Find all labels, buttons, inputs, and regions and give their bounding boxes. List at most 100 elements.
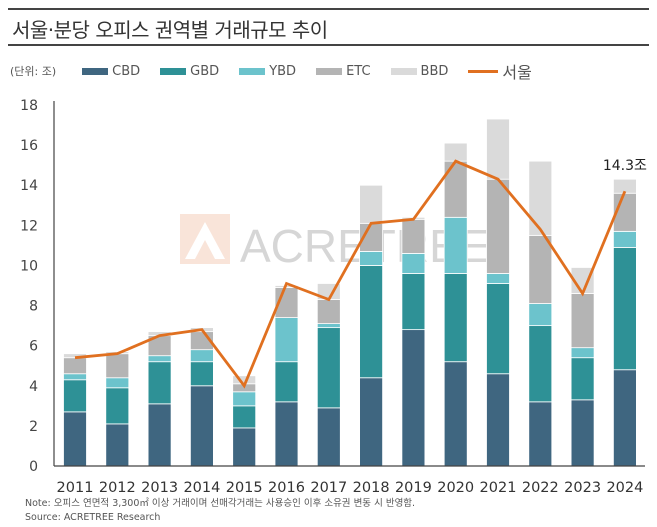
bar-gbd-2016 bbox=[274, 361, 299, 403]
x-tick-label: 2017 bbox=[310, 480, 347, 496]
bar-gbd-2018 bbox=[359, 265, 384, 379]
legend-line-swatch bbox=[468, 69, 499, 73]
x-tick-label: 2014 bbox=[183, 480, 220, 496]
x-tick-label: 2021 bbox=[480, 480, 517, 496]
bar-ybd-2011 bbox=[63, 373, 87, 381]
legend-item-gbd: GBD bbox=[160, 64, 219, 79]
footnotes: Note: 오피스 연면적 3,300㎡ 이상 거래이며 선매각거래는 사용승인… bbox=[25, 497, 415, 525]
watermark-logo-mark bbox=[185, 222, 225, 259]
legend-swatch bbox=[390, 67, 417, 75]
legend-item-etc: ETC bbox=[316, 63, 371, 79]
bar-cbd-2011 bbox=[63, 411, 87, 467]
x-tick-label: 2022 bbox=[522, 480, 559, 496]
bar-etc-2019 bbox=[401, 218, 426, 254]
bar-etc-2023 bbox=[570, 293, 595, 349]
legend-label: YBD bbox=[269, 63, 297, 79]
bar-ybd-2024 bbox=[613, 230, 637, 248]
bar-etc-2012 bbox=[105, 353, 130, 379]
bar-bbd-2021 bbox=[486, 118, 510, 180]
bar-ybd-2012 bbox=[105, 377, 130, 389]
legend-label: ETC bbox=[346, 63, 371, 79]
bar-ybd-2017 bbox=[316, 323, 341, 329]
x-tick-label: 2018 bbox=[353, 480, 390, 496]
bar-cbd-2014 bbox=[189, 385, 214, 467]
y-tick-label: 18 bbox=[20, 98, 38, 114]
legend-label: BBD bbox=[420, 63, 449, 79]
bar-cbd-2022 bbox=[528, 401, 553, 467]
bar-gbd-2017 bbox=[316, 327, 341, 409]
bar-bbd-2024 bbox=[613, 178, 637, 194]
bar-ybd-2020 bbox=[443, 216, 468, 274]
unit-label: (단위: 조) bbox=[10, 65, 57, 78]
bar-gbd-2015 bbox=[232, 405, 257, 429]
x-tick-label: 2011 bbox=[57, 480, 94, 496]
x-tick-label: 2024 bbox=[606, 480, 643, 496]
title-bottom-rule bbox=[8, 44, 649, 46]
bar-cbd-2015 bbox=[232, 427, 257, 467]
bar-gbd-2011 bbox=[63, 379, 87, 413]
note-text: Note: 오피스 연면적 3,300㎡ 이상 거래이며 선매각거래는 사용승인… bbox=[25, 498, 416, 509]
bar-bbd-2022 bbox=[528, 160, 553, 236]
x-tick-label: 2023 bbox=[564, 480, 601, 496]
bar-cbd-2019 bbox=[401, 329, 426, 467]
bar-ybd-2015 bbox=[232, 391, 257, 407]
bar-cbd-2017 bbox=[316, 407, 341, 467]
legend-swatch bbox=[82, 67, 109, 75]
source-text: Source: ACRETREE Research bbox=[25, 512, 161, 523]
bar-gbd-2019 bbox=[401, 273, 426, 331]
bar-ybd-2016 bbox=[274, 317, 299, 363]
bar-gbd-2012 bbox=[105, 387, 130, 425]
legend-swatch bbox=[316, 67, 343, 75]
y-tick-label: 4 bbox=[29, 379, 38, 395]
chart-title: 서울·분당 오피스 권역별 거래규모 추이 bbox=[12, 18, 328, 42]
annotation-2024-total: 14.3조 bbox=[603, 158, 647, 174]
bar-gbd-2021 bbox=[486, 283, 510, 375]
y-tick-label: 6 bbox=[29, 339, 38, 355]
legend-item-cbd: CBD bbox=[82, 64, 140, 79]
bar-bbd-2020 bbox=[443, 142, 468, 162]
legend-label: CBD bbox=[112, 63, 141, 79]
y-tick-label: 0 bbox=[29, 459, 38, 475]
legend: (단위: 조) CBD GBD YBD ETC BBD 서울 bbox=[10, 60, 552, 82]
x-tick-label: 2013 bbox=[141, 480, 178, 496]
bar-gbd-2013 bbox=[147, 361, 172, 405]
y-tick-label: 2 bbox=[29, 419, 38, 435]
legend-item-ybd: YBD bbox=[239, 64, 296, 79]
bar-cbd-2023 bbox=[570, 399, 595, 467]
y-tick-label: 14 bbox=[20, 178, 38, 194]
y-tick-label: 16 bbox=[20, 138, 38, 154]
y-tick-label: 8 bbox=[29, 299, 38, 315]
bar-ybd-2014 bbox=[189, 349, 214, 363]
bar-ybd-2013 bbox=[147, 355, 172, 363]
bar-ybd-2022 bbox=[528, 303, 553, 327]
bar-ybd-2023 bbox=[570, 347, 595, 359]
bar-cbd-2013 bbox=[147, 403, 172, 467]
bar-gbd-2022 bbox=[528, 325, 553, 403]
bar-bbd-2018 bbox=[359, 184, 384, 224]
bar-gbd-2024 bbox=[613, 246, 637, 371]
bar-etc-2021 bbox=[486, 178, 510, 274]
y-tick-label: 10 bbox=[20, 258, 38, 274]
bar-gbd-2014 bbox=[189, 361, 214, 387]
x-tick-label: 2012 bbox=[99, 480, 136, 496]
bar-cbd-2016 bbox=[274, 401, 299, 467]
bar-cbd-2024 bbox=[613, 369, 637, 467]
bar-cbd-2021 bbox=[486, 373, 510, 467]
bar-gbd-2020 bbox=[443, 273, 468, 363]
x-tick-label: 2015 bbox=[226, 480, 263, 496]
bar-cbd-2012 bbox=[105, 423, 130, 467]
legend-item-seoul: 서울 bbox=[468, 59, 532, 83]
seoul-line bbox=[74, 159, 627, 389]
legend-label: GBD bbox=[190, 63, 220, 79]
bar-gbd-2023 bbox=[570, 357, 595, 401]
bar-etc-2022 bbox=[528, 234, 553, 304]
bar-ybd-2021 bbox=[486, 273, 510, 284]
legend-item-bbd: BBD bbox=[390, 63, 449, 79]
bar-cbd-2020 bbox=[443, 361, 468, 467]
bar-etc-2020 bbox=[443, 160, 468, 218]
bar-etc-2011 bbox=[63, 357, 87, 375]
x-tick-label: 2020 bbox=[437, 480, 474, 496]
x-tick-label: 2016 bbox=[268, 480, 305, 496]
legend-label: 서울 bbox=[502, 63, 532, 82]
